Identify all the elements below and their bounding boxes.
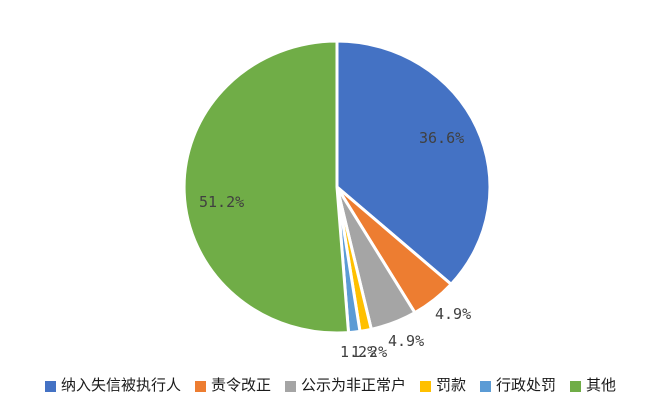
legend-item-3: 罚款	[420, 378, 466, 394]
data-label-slice-gray: 4.9%	[388, 332, 425, 350]
legend-item-1: 责令改正	[194, 377, 271, 394]
legend-label: 责令改正	[210, 377, 271, 394]
pie-slice-5	[182, 39, 351, 335]
legend-swatch-icon	[570, 380, 582, 392]
legend-label: 罚款	[436, 377, 467, 394]
legend-swatch-icon	[284, 380, 296, 392]
data-label-slice-orange: 4.9%	[435, 305, 472, 323]
legend-item-5: 其他	[570, 378, 616, 394]
data-label-slice-green: 51.2%	[199, 193, 245, 211]
legend-swatch-icon	[44, 380, 56, 392]
legend-item-0: 纳入失信被执行人	[44, 377, 181, 394]
legend-label: 其他	[586, 377, 617, 394]
pie-slice-0	[335, 39, 492, 286]
data-label-slice-lightblue: 1.2%	[340, 343, 377, 361]
data-label-slice-yellow: 1.2%	[351, 343, 388, 361]
legend-swatch-icon	[480, 380, 492, 392]
legend-item-2: 公示为非正常户	[284, 377, 406, 394]
legend-label: 纳入失信被执行人	[60, 377, 181, 394]
legend-label: 行政处罚	[496, 377, 557, 394]
legend-item-4: 行政处罚	[480, 378, 556, 394]
legend-swatch-icon	[194, 380, 206, 392]
legend-swatch-icon	[420, 380, 431, 392]
data-label-slice-blue: 36.6%	[419, 129, 465, 147]
legend-label: 公示为非正常户	[300, 377, 406, 394]
chart-legend: 纳入失信被执行人 责令改正 公示为非正常户 罚款 行政处罚 其他	[0, 374, 661, 398]
